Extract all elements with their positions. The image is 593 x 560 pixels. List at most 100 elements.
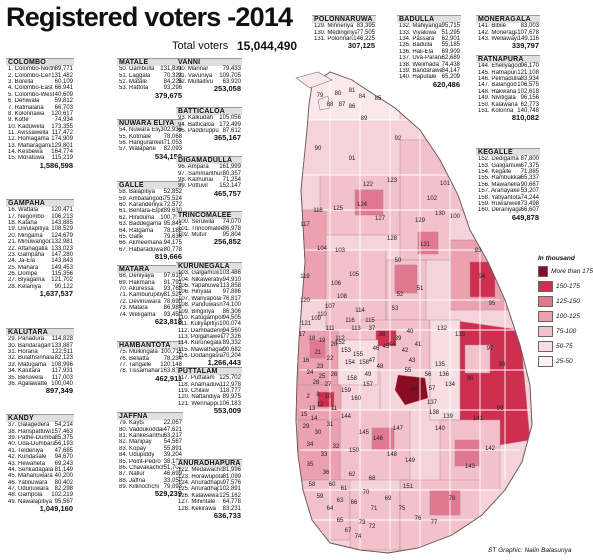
constituency-row: 35. Beruwela 117,003: [6, 375, 74, 381]
constituency-row: 2. Colombo-Central131,482: [6, 73, 74, 79]
voter-count: 71,254: [222, 177, 241, 184]
constituency-row: 4. Colombo-East 66,941: [6, 85, 74, 91]
constituency-row: 95. Paddiruppu 87,612: [176, 128, 242, 134]
map-constituency-label: 56: [425, 372, 432, 378]
constituency-name: 15. Moratuwa: [8, 155, 45, 162]
total-voters-value: 15,044,490: [237, 39, 298, 53]
map-constituency-label: 90: [315, 146, 322, 152]
constituency-row: 105. Yapahuwa 113,858: [176, 283, 242, 289]
constituency-row: 134. Passara 62,901: [397, 36, 461, 42]
voter-count: 95,715: [441, 23, 460, 30]
voter-count: 69,909: [441, 48, 460, 55]
voter-count: 89,332: [222, 340, 241, 347]
constituency-row: 117. Puttalam 125,702: [176, 375, 242, 381]
voter-count: 124,679: [51, 232, 73, 239]
constituency-name: 158. Yatiyantota: [478, 194, 521, 201]
voter-count: 93,450: [163, 311, 182, 318]
constituency-name: 118. Anamaduwa: [178, 381, 220, 388]
constituency-name: 65. Galle: [119, 233, 144, 240]
constituency-row: 132. Mahiyangana95,715: [397, 23, 461, 29]
legend-title: In thousand: [538, 255, 575, 262]
district-name: MONERAGALA: [476, 15, 540, 24]
map-constituency-label: 123: [387, 178, 398, 184]
district-name: BATTICALOA: [176, 107, 242, 116]
constituency-row: 28. Kelaniya 90,122: [6, 284, 74, 290]
map-constituency-label: 57: [429, 386, 436, 392]
voter-count: 79,093: [163, 484, 182, 490]
voter-count: 78,068: [163, 133, 182, 140]
map-constituency-label: 27: [325, 382, 332, 388]
district-table-trincomalee: TRINCOMALEE 100. Seruwila 74,070 101. Trinc…: [176, 211, 242, 246]
constituency-row: 82. Manipay 54,567: [117, 439, 183, 445]
constituency-name: 159. Ruwanwella: [478, 200, 521, 207]
constituency-row: 24. Ja-Ela 143,843: [6, 258, 74, 264]
constituency-name: 137. Uva-Paranagama: [399, 55, 442, 62]
district-total: 465,757: [213, 188, 241, 198]
district-name: RATNAPURA: [476, 55, 540, 64]
voter-count: 46,699: [163, 471, 182, 478]
constituency-name: 83. Kopay: [119, 445, 147, 452]
constituency-name: 145. Ratnapura: [478, 69, 518, 76]
constituency-name: 63. Baddegama: [119, 221, 162, 228]
constituency-name: 44. Senkadagala: [8, 466, 54, 473]
constituency-row: 83. Kopay 55,891: [117, 446, 183, 452]
map-constituency-label: 106: [331, 281, 342, 287]
constituency-row: 121. Wennappuwa106,183: [176, 401, 242, 407]
constituency-name: 126. Kalawewa: [178, 492, 219, 499]
constituency-name: 53. Rattota: [119, 85, 149, 92]
map-constituency-label: 102: [427, 196, 438, 202]
map-constituency-label: 71: [371, 506, 378, 512]
constituency-row: 144. Eheliyagoda 96,170: [476, 63, 540, 69]
voter-count: 125,702: [219, 375, 241, 382]
constituency-row: 122. Medawachchiya81,996: [176, 467, 242, 473]
map-constituency-label: 85: [375, 96, 382, 102]
map-constituency-label: 55: [405, 368, 412, 374]
map-constituency-label: 130: [435, 211, 446, 217]
map-constituency-label: 127: [375, 216, 386, 222]
constituency-row: 119. Chilaw 118,777: [176, 388, 242, 394]
map-constituency-label: 92: [395, 136, 402, 142]
legend-swatch: [538, 356, 553, 367]
map-constituency-label: 153: [341, 348, 352, 354]
constituency-row: 109. Bingiriya 86,306: [176, 309, 242, 315]
district-table-kalutara: KALUTARA 29. Panadura 114,828 30. Bandaraga…: [6, 328, 74, 395]
voter-count: 131,831: [160, 66, 182, 73]
map-constituency-label: 64: [327, 506, 334, 512]
district-total: 365,167: [213, 133, 241, 143]
voter-count: 62,901: [441, 36, 460, 43]
constituency-name: 124. Anuradhapura-East: [178, 480, 223, 487]
constituency-row: 93. Kalkudah 105,056: [176, 115, 242, 121]
map-constituency-label: 108: [337, 294, 348, 300]
voter-count: 90,682: [222, 346, 241, 353]
district-name: TRINCOMALEE: [176, 211, 242, 220]
constituency-row: 18. Katana 143,885: [6, 220, 74, 226]
district-name: KURUNEGALA: [176, 262, 242, 271]
map-constituency-label: 154: [345, 360, 356, 366]
map-constituency-label: 97: [487, 346, 494, 352]
map-constituency-label: 25: [319, 374, 326, 380]
voter-count: 77,505: [356, 29, 375, 36]
voter-count: 59,812: [54, 98, 73, 105]
district-total: 1,049,160: [39, 504, 73, 514]
map-constituency-label: 65: [337, 518, 344, 524]
constituency-row: 81. Kankesanthurai63,217: [117, 433, 183, 439]
map-constituency-label: 107: [325, 304, 336, 310]
map-constituency-label: 152: [335, 340, 346, 346]
voter-count: 72,572: [163, 202, 182, 209]
district-total: 623,818: [154, 316, 182, 326]
constituency-name: 24. Ja-Ela: [8, 258, 36, 265]
constituency-row: 78. Tissamaharama163,818: [117, 368, 183, 374]
map-constituency-label: 155: [353, 352, 364, 358]
map-constituency-label: 125: [333, 206, 344, 212]
constituency-row: 45. Mahanuwara 40,200: [6, 473, 74, 479]
constituency-name: 5. Colombo-West: [8, 91, 55, 98]
voter-count: 70,323: [163, 72, 182, 79]
voter-count: 74,438: [441, 61, 460, 68]
map-constituency-label: 114: [355, 308, 365, 314]
constituency-row: 133. Viyaluwa 51,295: [397, 30, 461, 36]
constituency-row: 69. Hakmana 91,791: [117, 280, 183, 286]
map-constituency-label: 39: [395, 336, 402, 342]
map-constituency-label: 51: [417, 286, 424, 292]
map-constituency-label: 159: [341, 388, 352, 394]
map-constituency-label: 138: [429, 410, 440, 416]
